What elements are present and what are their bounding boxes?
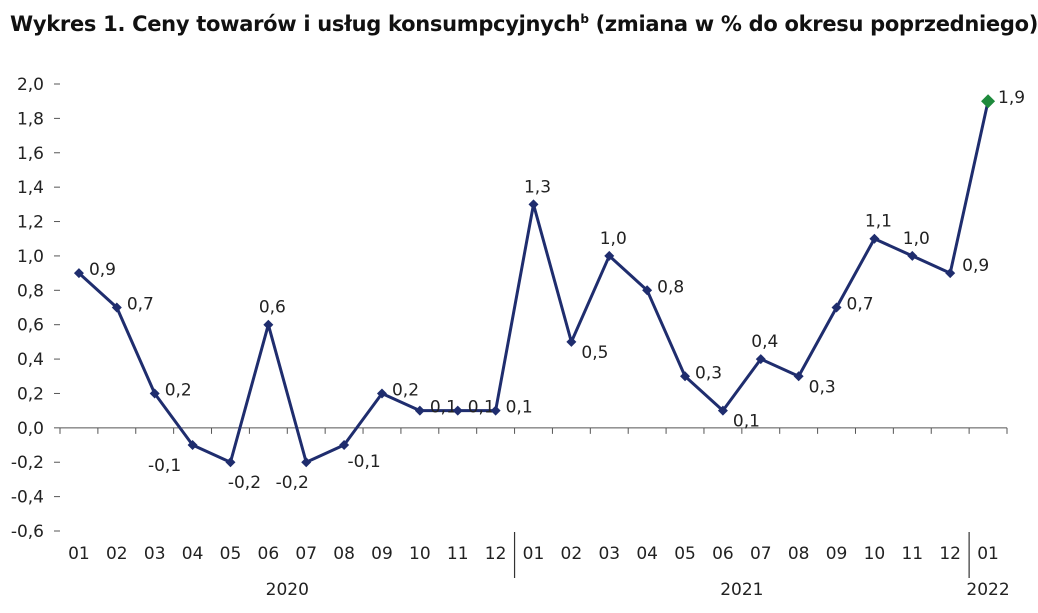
y-tick-label: 1,4	[17, 178, 44, 198]
x-tick-label: 11	[901, 544, 923, 564]
title-superscript: b	[580, 12, 589, 26]
x-tick-label: 12	[485, 544, 507, 564]
y-tick-label: 1,6	[17, 144, 44, 164]
data-label: 0,3	[695, 363, 722, 383]
data-label: 0,7	[127, 295, 154, 315]
x-tick-label: 12	[939, 544, 961, 564]
y-tick-label: 0,2	[17, 384, 44, 404]
data-point	[490, 405, 501, 416]
data-point	[376, 388, 387, 399]
x-tick-label: 05	[674, 544, 696, 564]
y-tick-label: 1,8	[17, 109, 44, 129]
y-tick-label: -0,4	[11, 488, 44, 508]
data-label: 0,6	[259, 298, 286, 318]
data-label: 0,3	[809, 377, 836, 397]
data-point	[680, 371, 691, 382]
data-point	[528, 199, 539, 210]
x-tick-label: 06	[258, 544, 280, 564]
data-point	[73, 268, 84, 279]
data-point	[717, 405, 728, 416]
data-point	[263, 319, 274, 330]
x-tick-label: 08	[333, 544, 355, 564]
y-tick-label: 0,4	[17, 350, 44, 370]
x-tick-label: 08	[788, 544, 810, 564]
x-tick-label: 04	[636, 544, 658, 564]
data-label: 0,8	[657, 277, 684, 297]
x-tick-label: 05	[220, 544, 242, 564]
data-point	[187, 440, 198, 451]
data-label: 0,9	[89, 260, 116, 280]
y-tick-label: 0,0	[17, 419, 44, 439]
x-tick-label: 11	[447, 544, 469, 564]
data-point	[869, 233, 880, 244]
x-tick-label: 09	[826, 544, 848, 564]
chart-title: Wykres 1. Ceny towarów i usług konsumpcy…	[10, 12, 1038, 36]
y-tick-label: 2,0	[17, 75, 44, 95]
data-label: 0,1	[468, 398, 495, 418]
x-tick-label: 10	[864, 544, 886, 564]
data-point	[301, 457, 312, 468]
x-tick-label: 02	[106, 544, 128, 564]
title-text: Wykres 1. Ceny towarów i usług konsumpcy…	[10, 12, 581, 36]
x-tick-label: 01	[68, 544, 90, 564]
y-tick-label: 0,6	[17, 316, 44, 336]
data-label: -0,2	[276, 473, 309, 493]
data-point	[414, 405, 425, 416]
data-point	[945, 268, 956, 279]
year-label: 2020	[266, 580, 309, 600]
data-label: 0,4	[751, 332, 778, 352]
x-tick-label: 07	[750, 544, 772, 564]
y-tick-label: -0,2	[11, 453, 44, 473]
data-label: 0,1	[430, 398, 457, 418]
data-point	[755, 354, 766, 365]
year-label: 2021	[720, 580, 763, 600]
data-point	[793, 371, 804, 382]
data-point	[907, 250, 918, 261]
data-label: 0,2	[392, 380, 419, 400]
data-label: 1,0	[903, 229, 930, 249]
year-label: 2022	[966, 580, 1009, 600]
data-label: 0,5	[581, 343, 608, 363]
data-label: 0,1	[733, 412, 760, 432]
highlight-point	[981, 94, 996, 109]
data-label: 1,9	[998, 88, 1025, 108]
data-label: 1,1	[865, 212, 892, 232]
data-label: 0,9	[962, 256, 989, 276]
data-label: -0,1	[348, 452, 381, 472]
x-tick-label: 01	[523, 544, 545, 564]
data-point	[452, 405, 463, 416]
y-tick-label: 0,8	[17, 281, 44, 301]
x-tick-label: 03	[598, 544, 620, 564]
x-tick-label: 09	[371, 544, 393, 564]
x-tick-label: 03	[144, 544, 166, 564]
data-point	[831, 302, 842, 313]
x-tick-label: 02	[561, 544, 583, 564]
data-point	[225, 457, 236, 468]
data-label: 0,2	[165, 380, 192, 400]
data-label: 1,0	[600, 229, 627, 249]
title-suffix: (zmiana w % do okresu poprzedniego)	[588, 12, 1038, 36]
y-tick-label: 1,0	[17, 247, 44, 267]
y-tick-label: 1,2	[17, 213, 44, 233]
data-label: 1,3	[524, 177, 551, 197]
data-point	[339, 440, 350, 451]
data-label: -0,1	[148, 456, 181, 476]
data-point	[642, 285, 653, 296]
y-tick-label: -0,6	[11, 522, 44, 542]
data-label: 0,7	[847, 295, 874, 315]
data-point	[149, 388, 160, 399]
x-tick-label: 10	[409, 544, 431, 564]
data-point	[111, 302, 122, 313]
series-line	[77, 100, 990, 464]
data-label: -0,2	[228, 473, 261, 493]
x-tick-label: 07	[295, 544, 317, 564]
data-point	[604, 250, 615, 261]
x-tick-label: 01	[977, 544, 999, 564]
x-tick-label: 04	[182, 544, 204, 564]
x-tick-label: 06	[712, 544, 734, 564]
data-point	[566, 336, 577, 347]
data-label: 0,1	[506, 398, 533, 418]
